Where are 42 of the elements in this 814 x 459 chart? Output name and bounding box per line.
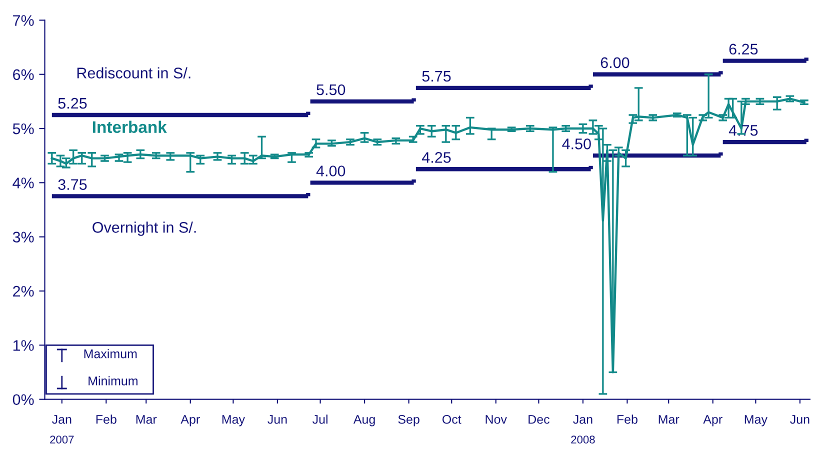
- y-tick-label: 5%: [12, 123, 34, 134]
- x-tick-label: Jul: [312, 414, 328, 424]
- annotation: Minimum: [88, 376, 138, 386]
- x-tick-label: Apr: [180, 415, 200, 426]
- annotation: 6.00: [600, 57, 630, 68]
- x-tick-label: Jun: [790, 415, 810, 424]
- x-tick-label: Jun: [268, 415, 287, 424]
- annotation: 4.00: [316, 166, 346, 176]
- x-tick-label: Mar: [136, 415, 157, 424]
- y-tick-label: 7%: [13, 15, 34, 26]
- x-tick-label: Nov: [486, 415, 507, 424]
- x-tick-label: Dec: [528, 415, 550, 424]
- text: Rediscount in S/.: [77, 67, 190, 78]
- y-tick-label: 4%: [12, 178, 34, 188]
- y-tick-label: 3%: [12, 232, 34, 243]
- x-tick-label: Apr: [703, 415, 722, 426]
- x-tick-label: May: [222, 415, 245, 426]
- annotation: 5.25: [58, 98, 87, 109]
- x-tick-label: Oct: [442, 414, 462, 424]
- annotation: Maximum: [84, 349, 137, 358]
- text: 2007: [50, 436, 74, 444]
- annotation: 5.75: [422, 70, 451, 82]
- text: 2008: [571, 436, 595, 444]
- x-tick-label: Mar: [658, 415, 680, 424]
- x-tick-label: Feb: [617, 414, 638, 424]
- annotation: 4.25: [422, 152, 451, 163]
- y-tick-label: 6%: [13, 69, 34, 80]
- annotation: 3.75: [58, 179, 87, 190]
- y-tick-label: 1%: [13, 340, 34, 351]
- x-tick-label: Sep: [398, 414, 420, 426]
- annotation: 4.50: [562, 138, 591, 150]
- annotation: 6.25: [729, 44, 758, 55]
- x-tick-label: Feb: [96, 414, 116, 424]
- x-tick-label: Jan: [573, 415, 592, 424]
- annotation: 5.50: [316, 84, 346, 96]
- x-tick-label: Aug: [353, 415, 375, 426]
- y-tick-label: 0%: [12, 394, 34, 406]
- series-label: Overnight in S/.: [92, 222, 196, 236]
- x-tick-label: May: [744, 415, 768, 426]
- y-tick-label: 2%: [13, 286, 34, 297]
- series-label: Interbank: [92, 120, 167, 133]
- x-tick-label: Jan: [52, 415, 72, 424]
